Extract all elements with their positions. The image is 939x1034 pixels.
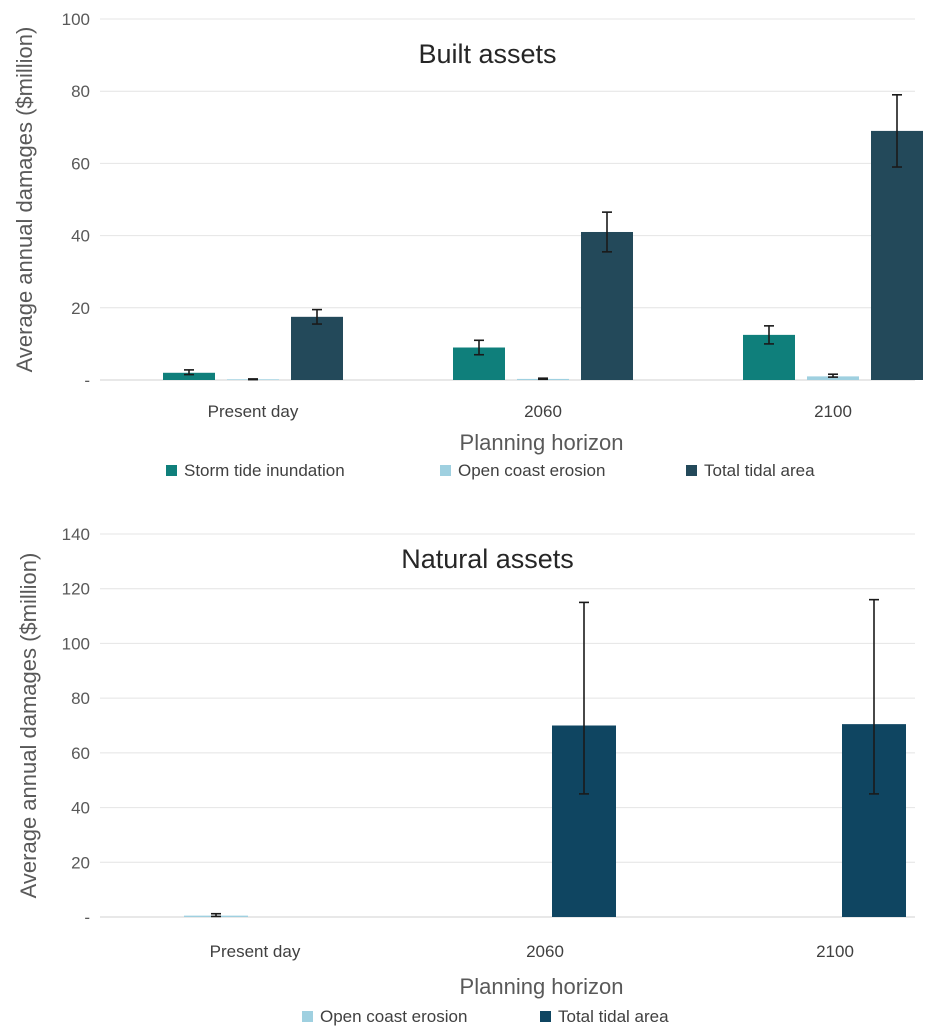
bar-total-tidal-area bbox=[581, 231, 633, 380]
legend-label: Open coast erosion bbox=[320, 1007, 467, 1026]
legend-label: Total tidal area bbox=[704, 461, 815, 480]
legend-swatch bbox=[540, 1011, 551, 1022]
y-axis-label: Average annual damages ($million) bbox=[12, 27, 37, 373]
legend-swatch bbox=[686, 465, 697, 476]
natural-assets-chart: - 20 40 60 80 100 120 140 Natural assets Average … bbox=[0, 510, 939, 1034]
bar-storm-tide-inundation bbox=[163, 372, 215, 380]
y-tick-label: - bbox=[84, 371, 90, 390]
x-category-label: 2100 bbox=[814, 402, 852, 421]
x-axis-label: Planning horizon bbox=[460, 974, 624, 999]
x-category-label: 2060 bbox=[524, 402, 562, 421]
legend-label: Open coast erosion bbox=[458, 461, 605, 480]
bar-total-tidal-area bbox=[871, 130, 923, 380]
bar-total-tidal-area bbox=[291, 316, 343, 380]
y-tick-label: 80 bbox=[71, 82, 90, 101]
y-tick-label: 20 bbox=[71, 853, 90, 872]
x-category-label: Present day bbox=[210, 942, 301, 961]
built-assets-chart: - 20 40 60 80 100 Built assets Average annual d… bbox=[0, 0, 939, 500]
y-tick-label: 140 bbox=[62, 525, 90, 544]
legend-swatch bbox=[166, 465, 177, 476]
y-tick-label: 120 bbox=[62, 580, 90, 599]
x-axis-label: Planning horizon bbox=[460, 430, 624, 455]
y-axis-label: Average annual damages ($million) bbox=[16, 553, 41, 899]
y-tick-label: 100 bbox=[62, 10, 90, 29]
chart-title: Built assets bbox=[418, 39, 556, 69]
y-tick-label: 80 bbox=[71, 689, 90, 708]
bar-open-coast-erosion bbox=[807, 376, 859, 380]
y-tick-label: - bbox=[84, 908, 90, 927]
legend-label: Storm tide inundation bbox=[184, 461, 345, 480]
x-category-label: 2100 bbox=[816, 942, 854, 961]
y-tick-label: 60 bbox=[71, 744, 90, 763]
y-tick-label: 40 bbox=[71, 799, 90, 818]
legend-label: Total tidal area bbox=[558, 1007, 669, 1026]
chart-title: Natural assets bbox=[401, 544, 574, 574]
natural-assets-svg: - 20 40 60 80 100 120 140 Natural assets Average … bbox=[16, 525, 915, 1026]
x-category-label: Present day bbox=[208, 402, 299, 421]
legend-swatch bbox=[302, 1011, 313, 1022]
x-category-label: 2060 bbox=[526, 942, 564, 961]
built-assets-svg: - 20 40 60 80 100 Built assets Average annual d… bbox=[12, 10, 923, 480]
y-tick-label: 100 bbox=[62, 634, 90, 653]
y-tick-label: 40 bbox=[71, 227, 90, 246]
y-tick-label: 20 bbox=[71, 299, 90, 318]
legend-swatch bbox=[440, 465, 451, 476]
y-tick-label: 60 bbox=[71, 154, 90, 173]
